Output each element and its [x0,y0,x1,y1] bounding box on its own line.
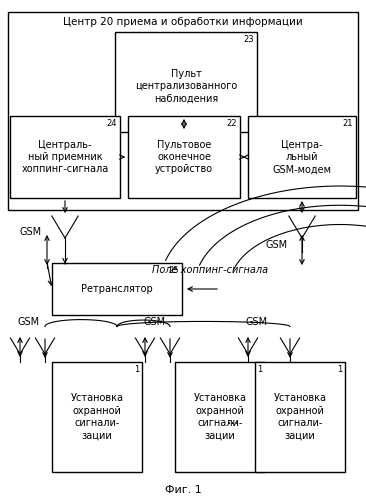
Bar [248,116,356,198]
Text: 21: 21 [343,119,353,128]
Text: Поле хоппинг-сигнала: Поле хоппинг-сигнала [152,265,268,275]
Text: 22: 22 [227,119,237,128]
Text: Центра-
льный
GSM-модем: Центра- льный GSM-модем [273,140,332,174]
Text: 1: 1 [134,365,139,374]
Text: GSM: GSM [143,317,165,327]
Text: GSM: GSM [265,240,287,250]
Text: 24: 24 [107,119,117,128]
Text: ...: ... [227,413,240,427]
Bar [52,362,142,472]
Bar [255,362,345,472]
Bar [128,116,240,198]
Text: GSM: GSM [20,227,42,237]
Text: Ретранслятор: Ретранслятор [81,284,153,294]
Text: GSM: GSM [18,317,40,327]
Text: Пульт
централизованного
наблюдения: Пульт централизованного наблюдения [135,68,237,104]
Bar [8,12,358,210]
Text: Установка
охранной
сигнали-
зации: Установка охранной сигнали- зации [71,394,123,440]
Text: 25: 25 [168,266,179,275]
Text: Установка
охранной
сигнали-
зации: Установка охранной сигнали- зации [194,394,246,440]
Text: Центр 20 приема и обработки информации: Центр 20 приема и обработки информации [63,17,303,27]
Text: 23: 23 [243,35,254,44]
Bar [10,116,120,198]
Text: Установка
охранной
сигнали-
зации: Установка охранной сигнали- зации [273,394,326,440]
Text: 1: 1 [257,365,262,374]
Bar [175,362,265,472]
Bar [115,32,257,132]
Text: Централь-
ный приемник
хоппинг-сигнала: Централь- ный приемник хоппинг-сигнала [21,140,109,174]
Text: Пультовое
оконечное
устройство: Пультовое оконечное устройство [155,140,213,174]
Text: GSM: GSM [246,317,268,327]
Text: 1: 1 [337,365,342,374]
Text: Фиг. 1: Фиг. 1 [165,485,201,495]
Bar [52,263,182,315]
